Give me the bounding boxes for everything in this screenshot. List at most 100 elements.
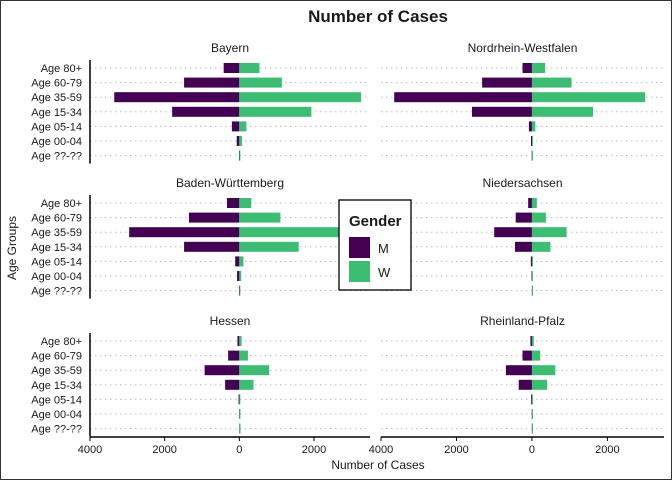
bar-w-4 — [531, 394, 533, 405]
bar-w-3 — [531, 241, 551, 252]
bar-w-1 — [531, 77, 572, 88]
bar-m-1 — [522, 350, 532, 361]
bar-w-0 — [531, 63, 546, 73]
bar-w-3 — [531, 379, 548, 390]
bar-m-1 — [515, 212, 532, 223]
bar-w-5 — [239, 409, 241, 419]
bar-w-4 — [239, 394, 241, 405]
bar-w-2 — [531, 92, 646, 103]
y-tick-label: Age 00-04 — [31, 271, 82, 283]
legend-swatch-m — [349, 237, 370, 258]
x-axis-label: Number of Cases — [331, 458, 424, 472]
bar-w-3 — [239, 106, 312, 117]
bar-w-1 — [239, 350, 248, 361]
panel-baden-w-rttemberg: Baden-Württemberg Age 80+ Age 60-79 Age 35-… — [31, 176, 370, 299]
bar-w-0 — [239, 198, 252, 208]
legend-title: Gender — [349, 213, 402, 230]
bar-w-1 — [239, 77, 282, 88]
bar-m-3 — [172, 106, 240, 117]
panel-title: Hessen — [210, 314, 251, 328]
y-tick-label: Age 05-14 — [31, 256, 82, 268]
x-tick-label: 0 — [236, 444, 242, 456]
legend-label-w: W — [378, 265, 391, 280]
y-tick-label: Age 35-59 — [31, 227, 82, 239]
bar-w-2 — [531, 365, 556, 376]
bar-w-6 — [531, 423, 533, 434]
x-tick-label: 2000 — [444, 444, 468, 456]
bar-w-0 — [531, 198, 537, 208]
x-tick-label: 4000 — [78, 444, 102, 456]
chart-title: Number of Cases — [308, 7, 448, 26]
panel-title: Baden-Württemberg — [176, 176, 284, 190]
y-tick-label: Age 05-14 — [31, 121, 82, 133]
bar-m-1 — [184, 77, 240, 88]
bar-w-5 — [531, 409, 533, 419]
bar-m-2 — [394, 92, 532, 103]
bar-m-0 — [530, 336, 532, 346]
y-tick-label: Age 00-04 — [31, 409, 82, 421]
panel-title: Nordrhein-Westfalen — [468, 41, 578, 55]
x-tick-label: 4000 — [369, 444, 393, 456]
panels-group: Bayern Age 80+ Age 60-79 Age 35-59 Age 15-34… — [31, 41, 664, 456]
bar-w-2 — [239, 92, 362, 103]
y-tick-label: Age 80+ — [41, 198, 82, 210]
panel-niedersachsen: Niedersachsen — [381, 176, 664, 296]
bar-m-2 — [114, 92, 240, 103]
x-tick-label: 2000 — [152, 444, 176, 456]
y-tick-label: Age 35-59 — [31, 365, 82, 377]
bar-m-3 — [518, 379, 532, 390]
bar-w-4 — [531, 121, 536, 132]
bar-m-1 — [482, 77, 532, 88]
bar-w-0 — [239, 336, 242, 346]
bar-m-0 — [237, 336, 240, 346]
bar-m-5 — [237, 271, 240, 281]
bar-m-4 — [530, 256, 532, 267]
bar-m-0 — [223, 63, 240, 73]
panel-hessen: Hessen Age 80+ Age 60-79 Age 35-59 Age 15-34… — [31, 314, 370, 437]
bar-m-1 — [188, 212, 240, 223]
bar-w-6 — [531, 285, 533, 296]
bar-m-4 — [528, 121, 532, 132]
bar-w-2 — [239, 227, 357, 238]
y-tick-label: Age 15-34 — [31, 380, 82, 392]
bar-w-6 — [239, 150, 241, 161]
bar-m-3 — [225, 379, 240, 390]
bar-w-6 — [239, 285, 241, 296]
y-tick-label: Age 80+ — [41, 63, 82, 75]
panel-nordrhein-westfalen: Nordrhein-Westfalen — [381, 41, 664, 161]
bar-m-0 — [227, 198, 240, 208]
y-tick-label: Age 60-79 — [31, 213, 82, 225]
bar-m-4 — [531, 394, 533, 405]
bar-m-2 — [505, 365, 532, 376]
legend-swatch-w — [349, 261, 370, 282]
bar-w-4 — [239, 121, 247, 132]
bar-m-1 — [228, 350, 240, 361]
panel-rheinland-pfalz: Rheinland-Pfalz — [381, 314, 664, 434]
x-axis-1: 4000 2000 0 2000 — [369, 436, 664, 456]
bar-w-4 — [239, 256, 244, 267]
bar-w-5 — [531, 271, 533, 281]
bar-m-5 — [530, 136, 532, 146]
bar-w-3 — [239, 241, 299, 252]
y-tick-label: Age 80+ — [41, 336, 82, 348]
y-tick-label: Age 00-04 — [31, 136, 82, 148]
panel-bayern: Bayern Age 80+ Age 60-79 Age 35-59 Age 15-34… — [31, 41, 370, 164]
bar-w-1 — [531, 350, 541, 361]
bar-w-5 — [531, 136, 533, 146]
bar-w-0 — [239, 63, 260, 73]
y-tick-label: Age 15-34 — [31, 107, 82, 119]
bar-w-6 — [239, 423, 241, 434]
bar-w-6 — [531, 150, 533, 161]
bar-m-3 — [471, 106, 532, 117]
panel-title: Bayern — [211, 41, 249, 55]
bar-w-1 — [239, 212, 281, 223]
bar-w-3 — [531, 106, 594, 117]
y-tick-label: Age 15-34 — [31, 242, 82, 254]
bar-m-4 — [235, 256, 240, 267]
x-tick-label: 2000 — [302, 444, 326, 456]
bar-m-4 — [238, 394, 240, 405]
y-tick-label: Age ??-?? — [31, 424, 82, 436]
bar-w-5 — [239, 136, 242, 146]
